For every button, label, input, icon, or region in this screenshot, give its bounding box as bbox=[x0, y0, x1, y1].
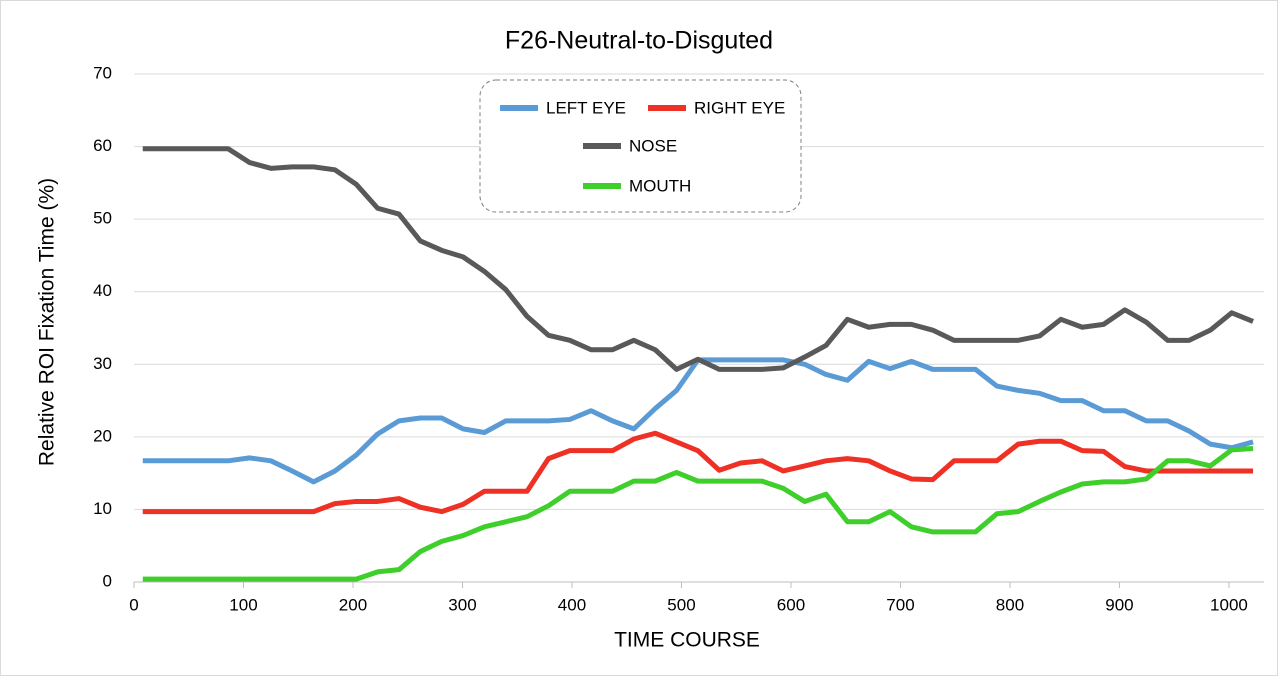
x-tick-label: 800 bbox=[996, 595, 1024, 614]
y-tick-label: 60 bbox=[93, 136, 112, 155]
legend-label: LEFT EYE bbox=[546, 98, 626, 117]
y-axis-label: Relative ROI Fixation Time (%) bbox=[36, 178, 59, 466]
legend-label: NOSE bbox=[629, 136, 677, 155]
y-tick-label: 0 bbox=[103, 571, 112, 590]
series-line bbox=[142, 146, 1254, 372]
x-tick-label: 500 bbox=[667, 595, 695, 614]
y-tick-label: 70 bbox=[93, 63, 112, 82]
x-tick-label: 400 bbox=[558, 595, 586, 614]
y-tick-label: 50 bbox=[93, 209, 112, 228]
x-tick-label: 0 bbox=[129, 595, 138, 614]
y-tick-label: 30 bbox=[93, 354, 112, 373]
x-tick-label: 1000 bbox=[1210, 595, 1248, 614]
x-tick-label: 300 bbox=[448, 595, 476, 614]
y-tick-label: 20 bbox=[93, 426, 112, 445]
x-tick-label: 900 bbox=[1105, 595, 1133, 614]
legend-label: RIGHT EYE bbox=[694, 98, 785, 117]
chart-title: F26-Neutral-to-Disguted bbox=[505, 27, 773, 55]
x-tick-label: 100 bbox=[229, 595, 257, 614]
x-tick-label: 600 bbox=[777, 595, 805, 614]
x-tick-label: 200 bbox=[339, 595, 367, 614]
y-tick-label: 40 bbox=[93, 281, 112, 300]
legend-label: MOUTH bbox=[629, 176, 691, 195]
series-line bbox=[142, 430, 1254, 515]
series-line bbox=[142, 445, 1254, 582]
x-tick-label: 700 bbox=[886, 595, 914, 614]
x-axis-label: TIME COURSE bbox=[614, 629, 760, 652]
legend-box bbox=[479, 79, 802, 213]
y-tick-label: 10 bbox=[93, 499, 112, 518]
